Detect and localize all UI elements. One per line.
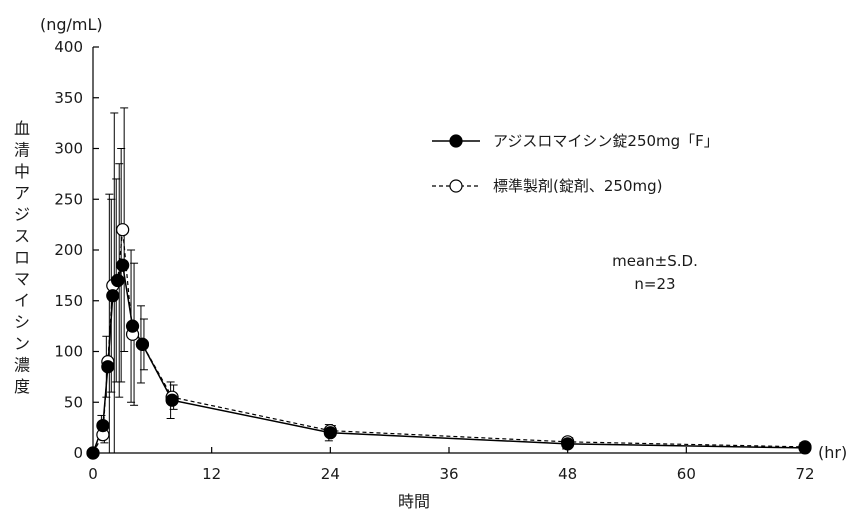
y-axis-title-char: 度 [14, 377, 30, 396]
y-unit-label: (ng/mL) [40, 15, 103, 34]
x-axis-title: 時間 [398, 492, 430, 511]
y-axis-title-char: ロ [14, 248, 30, 267]
y-tick-label: 350 [54, 89, 83, 107]
x-tick-label: 24 [321, 465, 340, 483]
data-point-series-1 [101, 360, 115, 374]
y-tick-label: 200 [54, 241, 83, 259]
legend-label-series-1: アジスロマイシン錠250mg「F」 [493, 132, 719, 150]
y-axis-title-char: シ [14, 313, 30, 332]
y-axis-title-char: イ [14, 291, 30, 310]
y-tick-label: 400 [54, 38, 83, 56]
x-tick-label: 12 [202, 465, 221, 483]
error-bars [97, 107, 811, 454]
data-point-series-1 [86, 446, 100, 460]
data-point-series-1 [106, 289, 120, 303]
legend-marker-open [449, 179, 463, 193]
y-axis-title-char: ン [14, 334, 30, 353]
stats-note-n: n=23 [634, 275, 675, 293]
data-point-series-1 [111, 273, 125, 288]
x-tick-label: 60 [677, 465, 696, 483]
x-unit-label: (hr) [818, 443, 847, 462]
y-tick-label: 100 [54, 343, 83, 361]
legend-marker-filled [449, 134, 463, 148]
data-point-series-2 [116, 223, 130, 237]
data-point-series-1 [798, 441, 812, 455]
data-point-series-1 [125, 319, 140, 333]
legend: アジスロマイシン錠250mg「F」 標準製剤(錠剤、250mg) [432, 132, 719, 195]
legend-item-series-1: アジスロマイシン錠250mg「F」 [432, 132, 719, 150]
series-line-2 [92, 229, 806, 454]
y-tick-label: 250 [54, 190, 83, 208]
y-tick-label: 150 [54, 292, 83, 310]
legend-item-series-2: 標準製剤(錠剤、250mg) [432, 177, 662, 195]
ticks: 0 50 100 150 200 250 300 350 400 0 12 24 36 48 60 72 [54, 38, 814, 483]
stats-note-mean-sd: mean±S.D. [612, 252, 698, 270]
series-lines [92, 229, 806, 454]
axes [92, 47, 805, 454]
x-tick-label: 48 [558, 465, 577, 483]
y-tick-label: 300 [54, 140, 83, 158]
y-tick-label: 0 [73, 444, 83, 462]
legend-label-series-2: 標準製剤(錠剤、250mg) [493, 177, 662, 195]
y-axis-title-char: ジ [14, 205, 30, 224]
y-tick-label: 50 [64, 393, 83, 411]
y-axis-title-char: 清 [14, 141, 30, 160]
series-line-1 [92, 264, 806, 454]
x-tick-label: 36 [439, 465, 458, 483]
data-point-series-1 [96, 418, 110, 433]
data-point-series-1 [116, 258, 130, 272]
x-tick-label: 0 [88, 465, 98, 483]
y-axis-title-char: ア [14, 184, 30, 203]
y-axis-title-char: 中 [14, 162, 30, 181]
y-axis-title-char: ス [14, 227, 30, 246]
data-point-series-1 [323, 426, 337, 440]
data-point-series-1 [135, 337, 150, 351]
y-axis-title-char: マ [14, 270, 30, 289]
y-axis-title-char: 濃 [14, 356, 30, 375]
data-point-series-1 [561, 437, 575, 451]
markers [86, 223, 812, 460]
y-axis-title-char: 血 [14, 119, 30, 138]
data-point-series-1 [165, 393, 179, 407]
x-tick-label: 72 [795, 465, 814, 483]
